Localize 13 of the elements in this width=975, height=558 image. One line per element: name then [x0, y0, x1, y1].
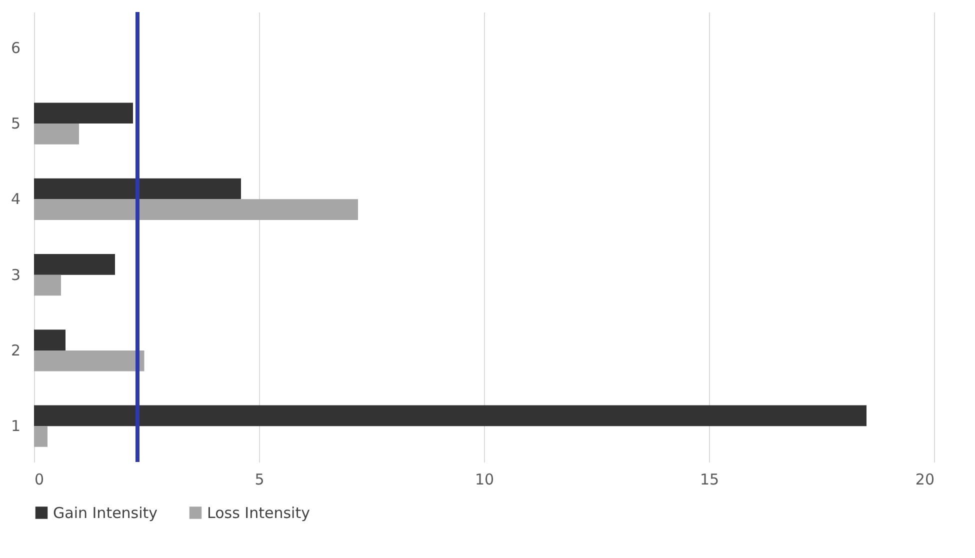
- x-tick-label: 20: [915, 470, 934, 488]
- y-tick-label: 3: [10, 266, 20, 284]
- y-tick-label: 6: [10, 38, 20, 57]
- legend-label: Loss Intensity: [207, 504, 310, 522]
- x-tick-label: 15: [700, 470, 720, 488]
- x-tick-label: 5: [254, 470, 264, 488]
- x-tick-label: 0: [34, 470, 44, 488]
- y-tick-label: 2: [10, 341, 20, 360]
- y-tick-label: 5: [10, 114, 20, 133]
- y-tick-label: 1: [10, 417, 20, 436]
- legend-label: Gain Intensity: [53, 504, 158, 522]
- y-tick-label: 4: [10, 190, 20, 208]
- x-tick-label: 10: [474, 470, 494, 488]
